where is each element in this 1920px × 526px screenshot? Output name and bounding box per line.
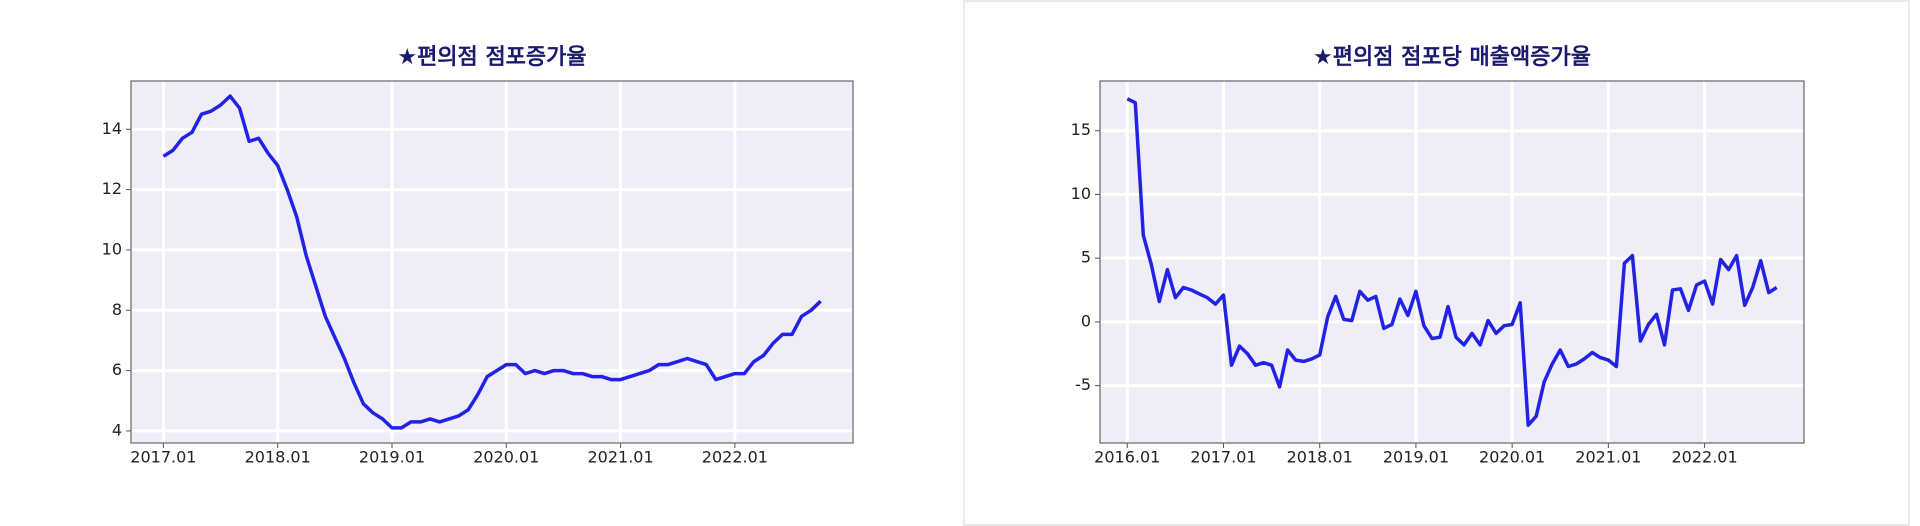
x-tick-label: 2017.01	[130, 448, 196, 467]
plot-area	[131, 81, 853, 443]
plot-frame	[130, 80, 854, 444]
x-tick-label: 2022.01	[1671, 448, 1737, 467]
data-line	[1126, 97, 1778, 427]
chart-title: ★편의점 점포증가율	[397, 45, 586, 70]
y-tick-label: 10	[1071, 184, 1091, 203]
x-tick-label: 2019.01	[1383, 448, 1449, 467]
y-tick-label: 8	[112, 300, 122, 319]
y-tick-label: 10	[102, 239, 122, 258]
data-line	[162, 94, 822, 430]
y-tick-label: 12	[102, 179, 122, 198]
y-tick-label: 15	[1071, 120, 1091, 139]
x-tick-label: 2016.01	[1094, 448, 1160, 467]
x-tick-label: 2021.01	[588, 448, 654, 467]
x-tick-label: 2020.01	[1479, 448, 1545, 467]
x-tick-label: 2019.01	[359, 448, 425, 467]
chart-title: ★편의점 점포당 매출액증가율	[1313, 45, 1591, 70]
y-tick-label: 4	[112, 420, 122, 439]
y-tick-label: 5	[1081, 248, 1091, 267]
x-tick-label: 2021.01	[1575, 448, 1641, 467]
x-tick-label: 2017.01	[1190, 448, 1256, 467]
y-tick-label: 14	[102, 119, 122, 138]
y-tick-label: 6	[112, 360, 122, 379]
x-tick-label: 2020.01	[473, 448, 539, 467]
plot-frame	[1099, 80, 1805, 444]
y-tick-label: 0	[1081, 311, 1091, 330]
plot-area	[1100, 81, 1804, 443]
x-tick-label: 2022.01	[702, 448, 768, 467]
x-tick-label: 2018.01	[245, 448, 311, 467]
x-tick-label: 2018.01	[1287, 448, 1353, 467]
y-tick-label: -5	[1075, 375, 1091, 394]
panel-border	[963, 0, 1910, 526]
